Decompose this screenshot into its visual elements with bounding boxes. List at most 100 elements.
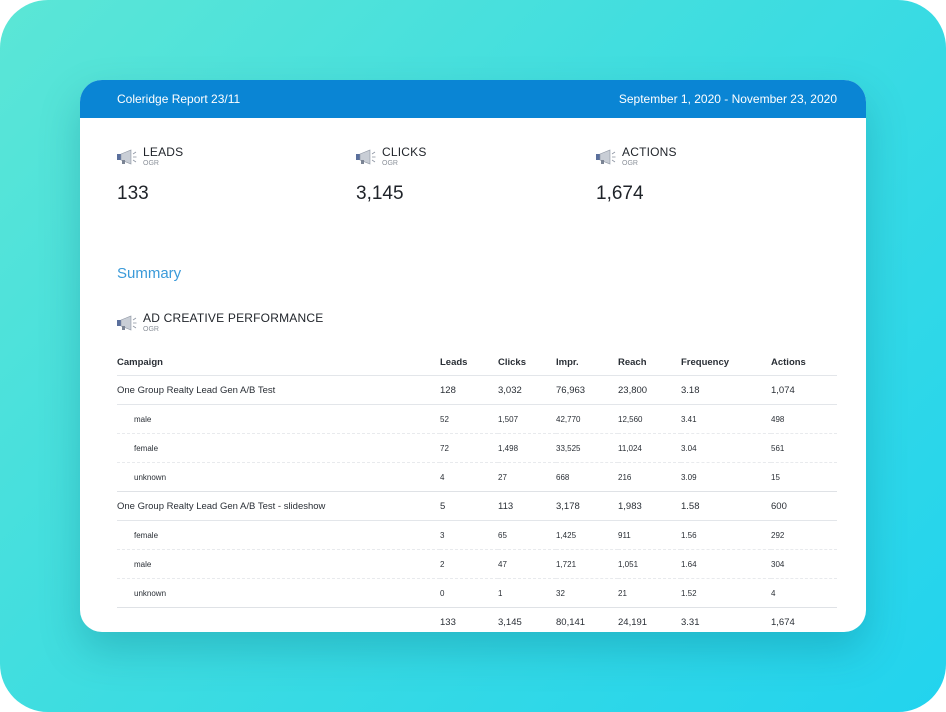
- kpi-row: LEADS OGR 133 CLICKS OGR: [80, 118, 866, 248]
- table-total-row: 133 3,145 80,141 24,191 3.31 1,674: [117, 608, 837, 633]
- date-range[interactable]: September 1, 2020 - November 23, 2020: [618, 92, 837, 106]
- kpi-leads: LEADS OGR 133: [117, 146, 337, 205]
- kpi-sublabel: OGR: [382, 160, 398, 167]
- column-header[interactable]: Reach: [618, 350, 681, 376]
- table-cell: 1.64: [681, 549, 771, 579]
- table-cell: 133: [440, 616, 456, 628]
- table-cell: 3,178: [556, 491, 618, 521]
- table-cell: One Group Realty Lead Gen A/B Test - sli…: [117, 491, 440, 521]
- kpi-sublabel: OGR: [622, 160, 638, 167]
- table-cell: 3.04: [681, 433, 771, 463]
- table-cell: 76,963: [556, 375, 618, 405]
- table-cell: female: [117, 520, 440, 550]
- table-cell: 3: [440, 520, 498, 550]
- table-cell: 32: [556, 578, 618, 608]
- widget-sublabel: OGR: [143, 326, 159, 333]
- table-cell: 216: [618, 462, 681, 492]
- table-row: male 2 47 1,721 1,051 1.64 304: [117, 549, 837, 579]
- report-card: Coleridge Report 23/11 September 1, 2020…: [80, 80, 866, 632]
- table-cell: 3.31: [681, 616, 700, 628]
- table-header-row: Campaign Leads Clicks Impr. Reach Freque…: [117, 350, 837, 376]
- table-cell: 1,425: [556, 520, 618, 550]
- table-cell: 1.56: [681, 520, 771, 550]
- table-cell: 1,051: [618, 549, 681, 579]
- table-cell: unknown: [117, 578, 440, 608]
- kpi-value: 133: [117, 183, 149, 204]
- table-row: unknown 0 1 32 21 1.52 4: [117, 578, 837, 608]
- megaphone-icon: [117, 149, 137, 165]
- summary-heading: Summary: [117, 265, 182, 282]
- table-cell: 3.18: [681, 375, 771, 405]
- column-header[interactable]: Campaign: [117, 350, 440, 376]
- column-header[interactable]: Actions: [771, 350, 837, 376]
- megaphone-icon: [356, 149, 376, 165]
- table-cell: 33,525: [556, 433, 618, 463]
- table-cell: 42,770: [556, 404, 618, 434]
- table-cell: 65: [498, 520, 556, 550]
- table-cell: 1,983: [618, 491, 681, 521]
- widget-title: AD CREATIVE PERFORMANCE: [143, 311, 324, 325]
- table-cell: 27: [498, 462, 556, 492]
- table-cell: 128: [440, 375, 498, 405]
- table-row: One Group Realty Lead Gen A/B Test 128 3…: [117, 375, 837, 405]
- report-title: Coleridge Report 23/11: [117, 92, 241, 106]
- table-cell: 4: [771, 578, 837, 608]
- megaphone-icon: [596, 149, 616, 165]
- table-cell: One Group Realty Lead Gen A/B Test: [117, 375, 440, 405]
- table-cell: [117, 608, 440, 633]
- table-row: One Group Realty Lead Gen A/B Test - sli…: [117, 491, 837, 521]
- table-row: female 3 65 1,425 911 1.56 292: [117, 520, 837, 550]
- table-row: male 52 1,507 42,770 12,560 3.41 498: [117, 404, 837, 434]
- table-cell: 80,141: [556, 616, 586, 628]
- table-cell: 668: [556, 462, 618, 492]
- table-cell: 1,674: [771, 616, 795, 628]
- table-cell: male: [117, 404, 440, 434]
- table-cell: 113: [498, 491, 556, 521]
- table-cell: 561: [771, 433, 837, 463]
- kpi-label: LEADS: [143, 145, 184, 159]
- table-cell: 1,507: [498, 404, 556, 434]
- kpi-value: 3,145: [356, 183, 404, 204]
- table-cell: 498: [771, 404, 837, 434]
- table-cell: 72: [440, 433, 498, 463]
- table-cell: 3,032: [498, 375, 556, 405]
- kpi-value: 1,674: [596, 183, 644, 204]
- megaphone-icon: [117, 315, 137, 331]
- table-cell: 12,560: [618, 404, 681, 434]
- ad-creative-performance-header: AD CREATIVE PERFORMANCE OGR: [117, 312, 323, 335]
- column-header[interactable]: Impr.: [556, 350, 618, 376]
- kpi-actions: ACTIONS OGR 1,674: [596, 146, 816, 205]
- table-cell: 911: [618, 520, 681, 550]
- table-cell: 24,191: [618, 616, 648, 628]
- column-header[interactable]: Clicks: [498, 350, 556, 376]
- table-cell: 292: [771, 520, 837, 550]
- performance-table: Campaign Leads Clicks Impr. Reach Freque…: [117, 350, 837, 632]
- table-cell: female: [117, 433, 440, 463]
- table-cell: 2: [440, 549, 498, 579]
- table-cell: 4: [440, 462, 498, 492]
- table-cell: 1.52: [681, 578, 771, 608]
- column-header[interactable]: Frequency: [681, 350, 771, 376]
- table-cell: 304: [771, 549, 837, 579]
- column-header[interactable]: Leads: [440, 350, 498, 376]
- kpi-sublabel: OGR: [143, 160, 159, 167]
- table-cell: male: [117, 549, 440, 579]
- table-cell: 1.58: [681, 491, 771, 521]
- table-cell: 23,800: [618, 375, 681, 405]
- table-cell: 15: [771, 462, 837, 492]
- table-cell: 47: [498, 549, 556, 579]
- table-cell: 21: [618, 578, 681, 608]
- table-cell: 1,721: [556, 549, 618, 579]
- table-cell: 52: [440, 404, 498, 434]
- table-row: female 72 1,498 33,525 11,024 3.04 561: [117, 433, 837, 463]
- table-cell: 600: [771, 491, 837, 521]
- table-cell: 1,498: [498, 433, 556, 463]
- kpi-label: ACTIONS: [622, 145, 677, 159]
- table-cell: 1,074: [771, 375, 837, 405]
- kpi-label: CLICKS: [382, 145, 427, 159]
- table-cell: 3.09: [681, 462, 771, 492]
- table-cell: 1: [498, 578, 556, 608]
- report-header: Coleridge Report 23/11 September 1, 2020…: [80, 80, 866, 118]
- table-cell: 3,145: [498, 616, 522, 628]
- table-cell: unknown: [117, 462, 440, 492]
